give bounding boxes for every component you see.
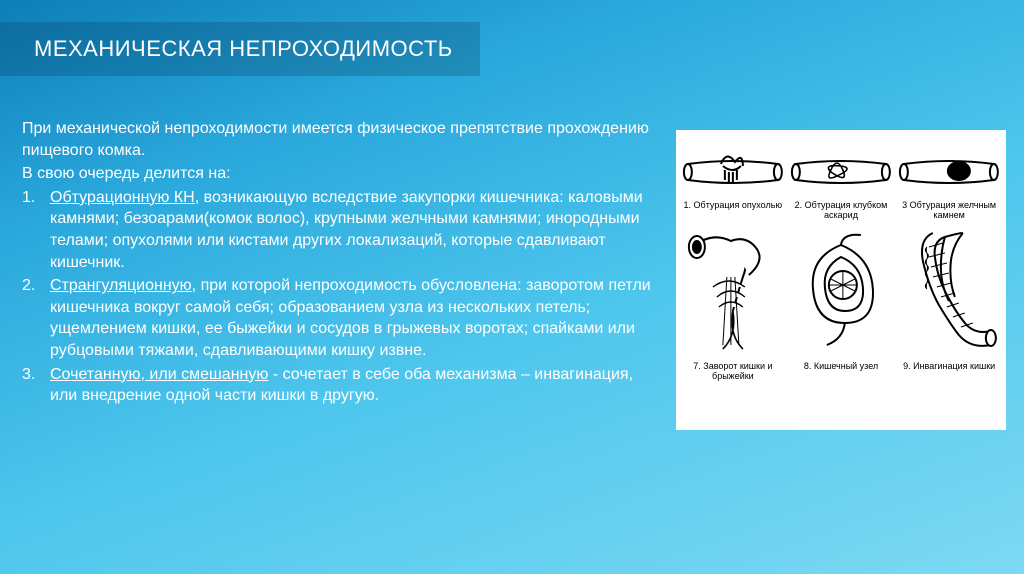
- figure-cell-8: 8. Кишечный узел: [790, 227, 892, 382]
- figure-row-bottom: 7. Заворот кишки и брыжейки 8. Кишечный …: [682, 227, 1000, 382]
- intro-line-2: В свою очередь делится на:: [22, 163, 652, 185]
- figure-caption: 2. Обтурация клубком аскарид: [790, 200, 892, 221]
- slide-title: МЕХАНИЧЕСКАЯ НЕПРОХОДИМОСТЬ: [34, 36, 453, 62]
- figure-cell-7: 7. Заворот кишки и брыжейки: [682, 227, 784, 382]
- list-item: Странгуляционную, при которой непроходим…: [22, 275, 652, 361]
- body-text: При механической непроходимости имеется …: [22, 118, 652, 409]
- intussusception-icon: [898, 227, 1000, 357]
- title-band: МЕХАНИЧЕСКАЯ НЕПРОХОДИМОСТЬ: [0, 22, 480, 76]
- obturation-gallstone-icon: [898, 140, 1000, 196]
- obturation-tumor-icon: [682, 140, 784, 196]
- diagram-panel: 1. Обтурация опухолью 2. Обтурация клубк…: [676, 130, 1006, 430]
- figure-row-top: 1. Обтурация опухолью 2. Обтурация клубк…: [682, 140, 1000, 221]
- figure-cell-9: 9. Инвагинация кишки: [898, 227, 1000, 382]
- figure-caption: 8. Кишечный узел: [804, 361, 878, 371]
- obturation-ascaris-icon: [790, 140, 892, 196]
- list-item: Сочетанную, или смешанную - сочетает в с…: [22, 364, 652, 407]
- figure-cell-3: 3 Обтурация желчным камнем: [898, 140, 1000, 221]
- figure-cell-1: 1. Обтурация опухолью: [682, 140, 784, 221]
- figure-caption: 7. Заворот кишки и брыжейки: [682, 361, 784, 382]
- item-lead: Сочетанную, или смешанную: [50, 366, 268, 383]
- types-list: Обтурационную КН, возникающую вследствие…: [22, 187, 652, 407]
- figure-caption: 3 Обтурация желчным камнем: [898, 200, 1000, 221]
- figure-cell-2: 2. Обтурация клубком аскарид: [790, 140, 892, 221]
- intro-line-1: При механической непроходимости имеется …: [22, 118, 652, 161]
- figure-caption: 1. Обтурация опухолью: [684, 200, 783, 210]
- item-lead: Странгуляционную: [50, 277, 192, 294]
- intestinal-knot-icon: [790, 227, 892, 357]
- item-lead: Обтурационную КН: [50, 189, 195, 206]
- list-item: Обтурационную КН, возникающую вследствие…: [22, 187, 652, 273]
- volvulus-icon: [682, 227, 784, 357]
- figure-caption: 9. Инвагинация кишки: [903, 361, 995, 371]
